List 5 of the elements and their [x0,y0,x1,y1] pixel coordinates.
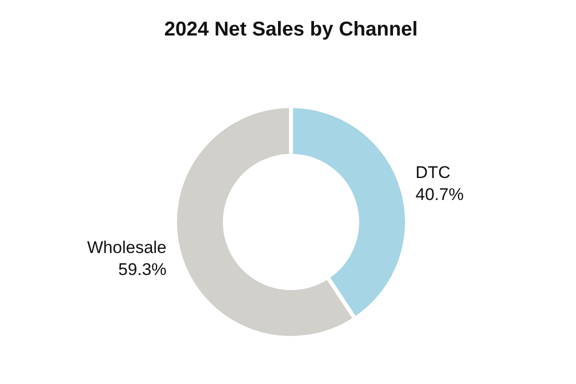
data-label: 59.3% [118,260,167,280]
slice-label: DTC [415,163,450,182]
data-label: 40.7% [415,185,464,204]
slice-label: Wholesale [87,238,167,258]
chart-title: 2024 Net Sales by Channel [164,18,418,41]
